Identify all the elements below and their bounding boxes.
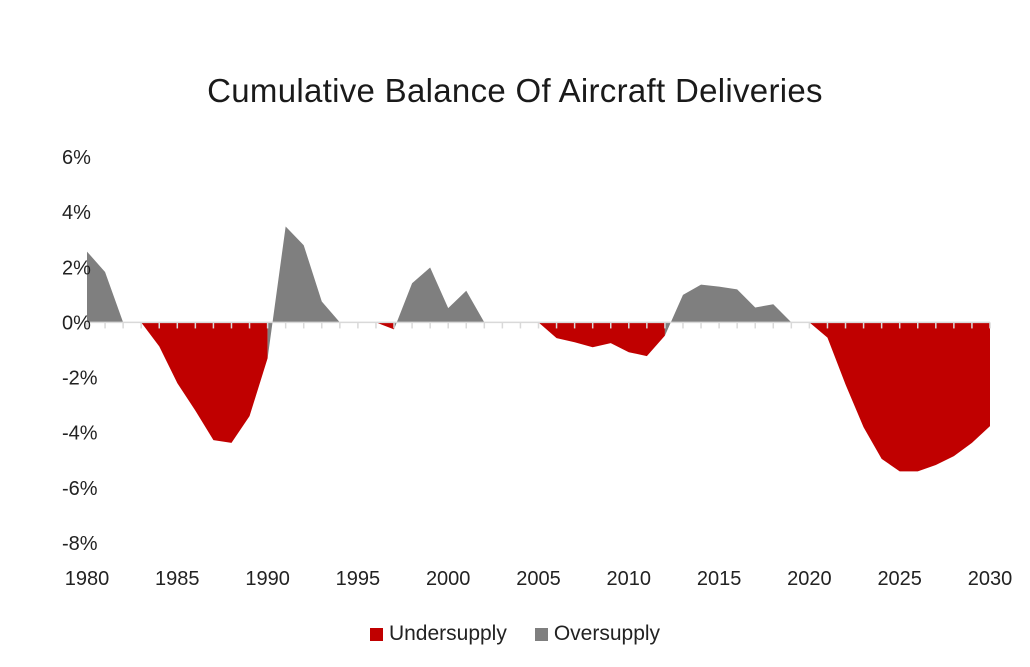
chart-title: Cumulative Balance Of Aircraft Deliverie…: [207, 72, 823, 109]
y-tick-label: -2%: [62, 368, 98, 390]
legend-swatch-undersupply: [369, 627, 383, 641]
legend-item-oversupply: Oversupply: [534, 622, 661, 646]
x-tick-label: 1990: [245, 568, 290, 590]
area-undersupply: [430, 322, 665, 357]
legend-swatch-oversupply: [534, 627, 548, 641]
x-tick-label: 1985: [155, 568, 200, 590]
area-oversupply: [267, 226, 358, 359]
x-tick-label: 2005: [516, 568, 561, 590]
y-tick-label: -8%: [62, 533, 98, 555]
x-tick-label: 1980: [65, 568, 110, 590]
legend: Undersupply Oversupply: [0, 622, 1030, 646]
area-oversupply: [394, 267, 629, 330]
x-tick-label: 2000: [426, 568, 471, 590]
y-tick-label: 6%: [62, 147, 91, 169]
x-tick-label: 2030: [968, 568, 1013, 590]
x-tick-label: 2025: [877, 568, 922, 590]
x-tick-label: 1995: [336, 568, 381, 590]
x-tick-label: 2020: [787, 568, 832, 590]
y-tick-label: 2%: [62, 257, 91, 279]
y-tick-label: -4%: [62, 423, 98, 445]
y-tick-label: 4%: [62, 202, 91, 224]
legend-label-oversupply: Oversupply: [553, 622, 661, 645]
area-oversupply: [664, 284, 990, 336]
area-undersupply: [701, 322, 990, 472]
legend-item-undersupply: Undersupply: [369, 622, 507, 646]
y-tick-label: 0%: [62, 312, 91, 334]
x-tick-label: 2010: [607, 568, 652, 590]
area-undersupply: [303, 322, 395, 330]
legend-label-undersupply: Undersupply: [388, 622, 507, 645]
x-tick-label: 2015: [697, 568, 742, 590]
area-oversupply: [87, 251, 232, 323]
y-tick-label: -6%: [62, 478, 98, 500]
area-undersupply: [87, 322, 268, 443]
